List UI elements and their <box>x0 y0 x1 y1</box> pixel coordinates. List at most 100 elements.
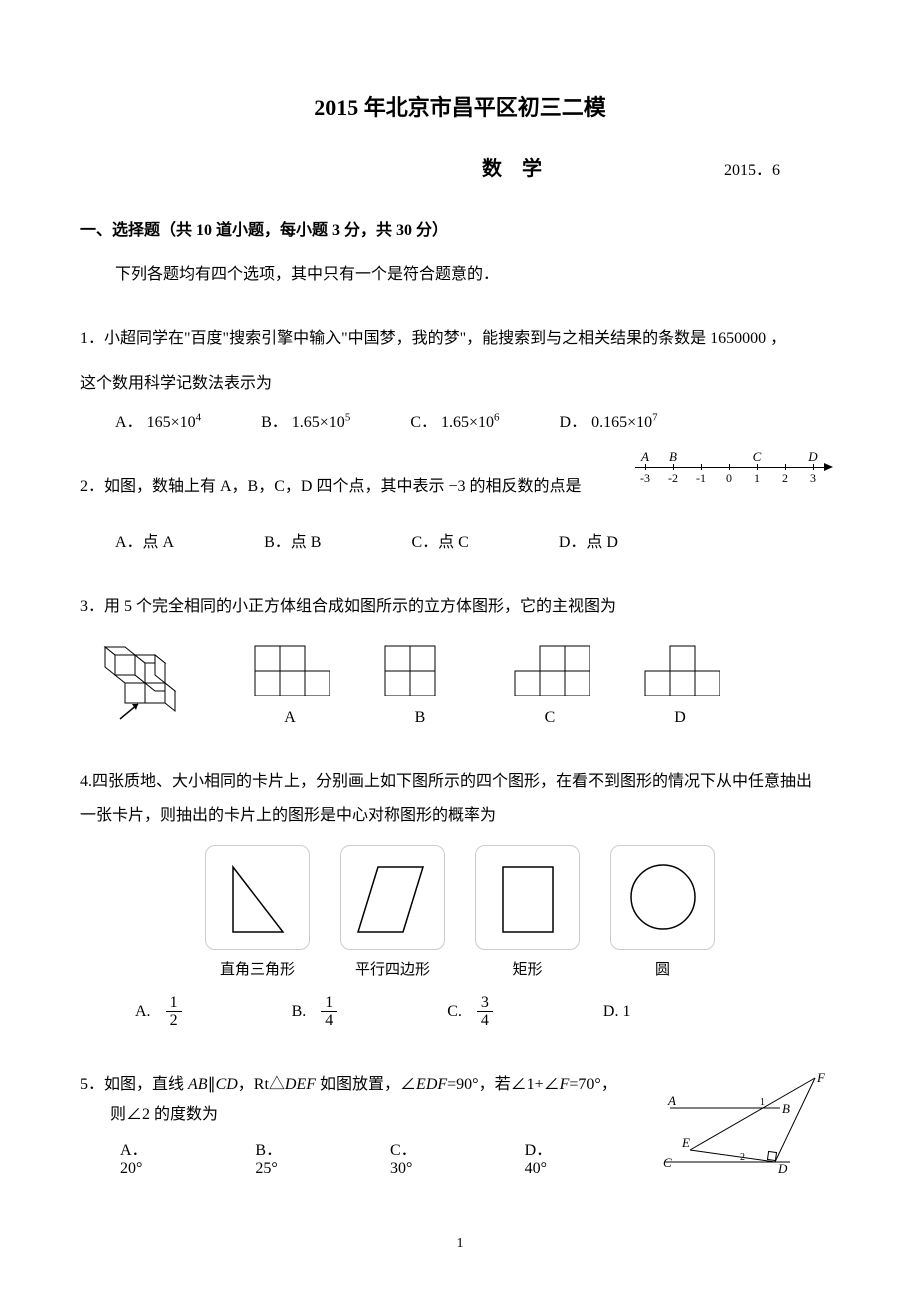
q1-optA-math: 165×10 <box>147 414 196 431</box>
nl-num: 3 <box>810 471 816 486</box>
q5-container: 5．如图，直线 AB∥CD，Rt△DEF 如图放置，∠EDF=90°，若∠1+∠… <box>80 1070 840 1180</box>
nl-num: -3 <box>640 471 650 486</box>
q2-options: A．点 A B．点 B C．点 C D．点 D <box>115 528 840 552</box>
q1-optC-exp: 6 <box>494 412 500 424</box>
frac-den: 2 <box>166 1012 182 1030</box>
q4-optD-label: D. 1 <box>603 1003 631 1021</box>
frac-num: 3 <box>477 994 493 1013</box>
page-number: 1 <box>457 1236 464 1252</box>
nl-num: -2 <box>668 471 678 486</box>
triangle-icon <box>223 857 293 937</box>
q2-optB: B．点 B <box>264 528 321 552</box>
q1-optB-math: 1.65×10 <box>292 414 345 431</box>
q5-options: A．20° B．25° C．30° D．40° <box>120 1136 660 1178</box>
frac-den: 4 <box>477 1012 493 1030</box>
q1-optD-label: D． <box>560 414 588 431</box>
q4-rect-card: 矩形 <box>475 845 580 979</box>
frac-num: 1 <box>321 994 337 1013</box>
nl-tick <box>785 464 786 470</box>
q4-text: 4.四张质地、大小相同的卡片上，分别画上如下图所示的四个图形，在看不到图形的情况… <box>80 767 840 797</box>
q4-optD: D. 1 <box>603 1003 631 1021</box>
q1-options: A． 165×104 B． 1.65×105 C． 1.65×106 D． 0.… <box>115 408 840 432</box>
q4-name2: 平行四边形 <box>340 958 445 979</box>
q4-name4: 圆 <box>610 958 715 979</box>
q2-optC: C．点 C <box>411 528 468 552</box>
grid-A-icon <box>250 641 330 696</box>
q1-optC-label: C． <box>410 414 437 431</box>
q2-optA-text: A．点 A <box>115 534 174 551</box>
subtitle-row: 数学 2015．6 <box>80 152 840 181</box>
q4-optC-label: C. <box>447 1003 462 1021</box>
q5-label-C: C <box>663 1155 672 1170</box>
q1-optD-math: 0.165×10 <box>591 414 652 431</box>
grid-D-icon <box>640 641 720 696</box>
q5-optD: D．40° <box>525 1136 570 1178</box>
q5-angle1: 1 <box>760 1097 765 1108</box>
q4-circle-card: 圆 <box>610 845 715 979</box>
subject: 数学 <box>80 152 724 181</box>
q1-optA-exp: 4 <box>196 412 202 424</box>
q4-optA-label: A. <box>135 1003 151 1021</box>
q1-optD: D． 0.165×107 <box>560 408 658 432</box>
q5-label-B: B <box>782 1101 790 1116</box>
nl-label-D: D <box>808 449 817 465</box>
q3-3d <box>90 637 200 727</box>
q3-labelA: A <box>250 709 330 727</box>
q5-label-D: D <box>777 1161 788 1175</box>
q5-optB: B．25° <box>255 1136 300 1178</box>
q4-optC: C. 34 <box>447 994 493 1030</box>
nl-num: 0 <box>726 471 732 486</box>
nl-label-A: A <box>641 449 649 465</box>
q3-optD: D <box>640 641 720 727</box>
q3-text: 3．用 5 个完全相同的小正方体组合成如图所示的立方体图形，它的主视图为 <box>80 592 840 622</box>
q5-label-E: E <box>681 1135 690 1150</box>
q2-optD-text: D．点 D <box>559 534 618 551</box>
frac-num: 1 <box>166 994 182 1013</box>
q5-diagram: A B C D E F 1 2 <box>660 1070 830 1180</box>
q5-optC: C．30° <box>390 1136 435 1178</box>
q1-optA-label: A． <box>115 414 143 431</box>
section-instruction: 下列各题均有四个选项，其中只有一个是符合题意的． <box>115 260 840 284</box>
parallelogram-icon <box>353 857 433 937</box>
q4-text2: 一张卡片，则抽出的卡片上的图形是中心对称图形的概率为 <box>80 801 840 825</box>
q1-text: 1．小超同学在"百度"搜索引擎中输入"中国梦，我的梦"，能搜索到与之相关结果的条… <box>80 324 840 354</box>
q3-labelC: C <box>510 709 590 727</box>
q3-labelD: D <box>640 709 720 727</box>
q4-optB: B. 14 <box>292 994 338 1030</box>
q1-optA: A． 165×104 <box>115 408 201 432</box>
q3-diagrams: A B C <box>90 637 840 727</box>
cube-3d-icon <box>90 637 200 722</box>
nl-num: 1 <box>754 471 760 486</box>
q5-label-F: F <box>816 1070 826 1085</box>
grid-B-icon <box>380 641 460 696</box>
page-title: 2015 年北京市昌平区初三二模 <box>80 90 840 122</box>
q2-optC-text: C．点 C <box>411 534 468 551</box>
q1-text2: 这个数用科学记数法表示为 <box>80 369 840 393</box>
q3-optB: B <box>380 641 460 727</box>
q4-options: A. 12 B. 14 C. 34 D. 1 <box>135 994 840 1030</box>
exam-date: 2015．6 <box>724 156 840 180</box>
q4-optA: A. 12 <box>135 994 182 1030</box>
q1-optB-exp: 5 <box>345 412 351 424</box>
q3-optA: A <box>250 641 330 727</box>
nl-tick <box>701 464 702 470</box>
q2-numberline: -3 -2 -1 0 1 2 3 A B C D <box>635 455 835 495</box>
q5-angle2: 2 <box>740 1152 745 1163</box>
q4-parallelogram-card: 平行四边形 <box>340 845 445 979</box>
grid-C-icon <box>510 641 590 696</box>
section-header: 一、选择题（共 10 道小题，每小题 3 分，共 30 分） <box>80 216 840 240</box>
q2-optD: D．点 D <box>559 528 618 552</box>
nl-num: 2 <box>782 471 788 486</box>
q1-optB-label: B． <box>261 414 288 431</box>
nl-tick <box>729 464 730 470</box>
q5-text: 5．如图，直线 AB∥CD，Rt△DEF 如图放置，∠EDF=90°，若∠1+∠… <box>80 1070 660 1100</box>
frac-den: 4 <box>321 1012 337 1030</box>
q3-labelB: B <box>380 709 460 727</box>
q1-optC: C． 1.65×106 <box>410 408 499 432</box>
q1-optC-math: 1.65×10 <box>441 414 494 431</box>
q5-text2: 则∠2 的度数为 <box>110 1100 660 1124</box>
nl-line <box>635 467 825 468</box>
nl-label-C: C <box>753 449 762 465</box>
nl-arrow <box>824 463 833 471</box>
q4-name3: 矩形 <box>475 958 580 979</box>
